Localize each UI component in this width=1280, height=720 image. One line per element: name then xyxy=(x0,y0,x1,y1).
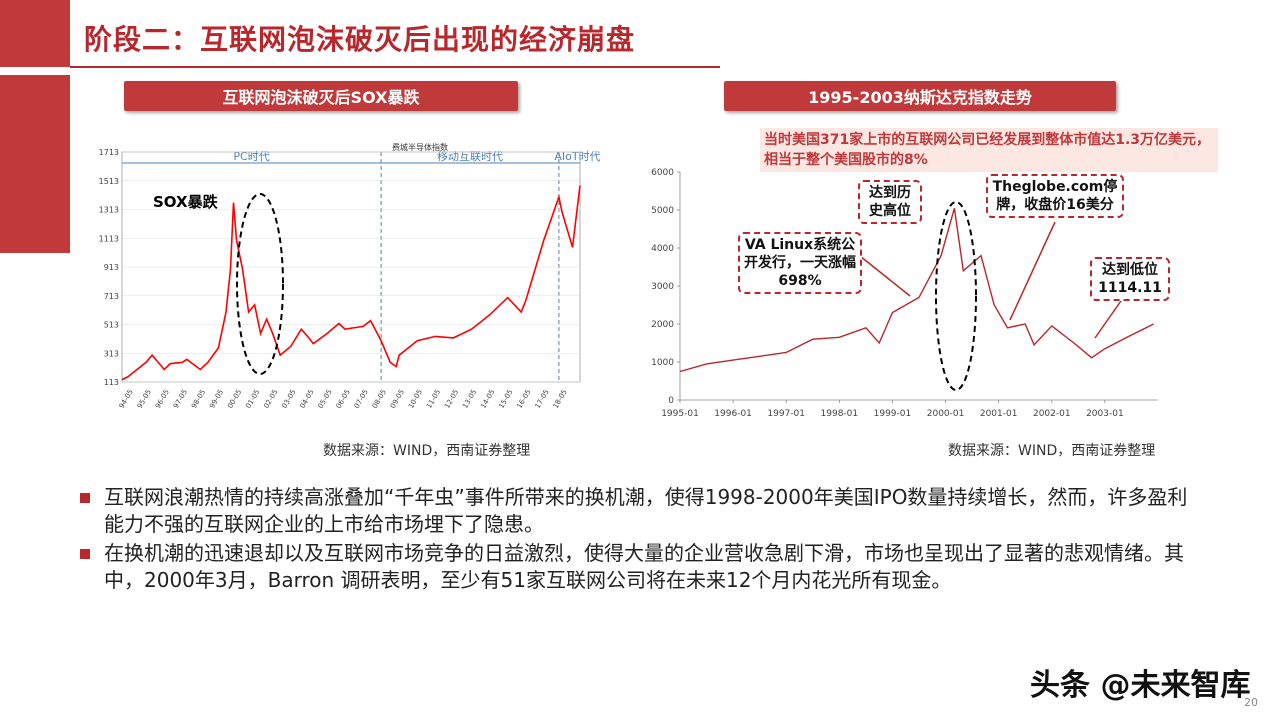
x-tick-label: 06-05 xyxy=(335,388,352,410)
x-tick-label: 16-05 xyxy=(515,388,532,410)
nasdaq-chart: 6000 5000 4000 3000 2000 1000 0 1995-01 1996-01… xyxy=(651,168,1158,419)
accent-bar-side xyxy=(0,75,70,253)
right-gridlines xyxy=(677,171,1158,403)
bullet-text: 在换机潮的迅速退却以及互联网市场竞争的日益激烈，使得大量的企业营收急剧下滑，市场… xyxy=(104,541,1184,592)
sox-chart: 费城半导体指数 PC时代 移动互联时代 AIoT时代 1713 1513 1313 111… xyxy=(99,142,601,410)
right-chart-source: 数据来源：WIND，西南证券整理 xyxy=(948,443,1156,459)
sox-crash-label: SOX暴跌 xyxy=(153,193,219,211)
theglobe-pointer xyxy=(1009,221,1056,321)
x-tick-label: 18-05 xyxy=(552,388,569,410)
y-tick-label: 1313 xyxy=(99,206,119,215)
x-tick-label: 1997-01 xyxy=(767,409,805,419)
va-linux-pointer xyxy=(859,255,911,297)
bullet-text: 互联网浪潮热情的持续高涨叠加“千年虫”事件所带来的换机潮，使得1998-2000… xyxy=(104,485,1188,536)
x-tick-label: 94-05 xyxy=(118,388,135,410)
y-tick-label: 1113 xyxy=(99,234,119,243)
y-tick-label: 1000 xyxy=(651,358,674,368)
theglobe-annotation: Theglobe.com停牌，收盘价16美分 xyxy=(986,174,1124,218)
y-tick-label: 5000 xyxy=(651,206,674,216)
y-tick-label: 713 xyxy=(104,292,119,301)
peak-highlight-ellipse xyxy=(935,201,977,391)
market-cap-note: 当时美国371家上市的互联网公司已经发展到整体市值达1.3万亿美元，相当于整个美… xyxy=(760,128,1218,172)
sox-series-line xyxy=(121,185,581,381)
x-tick-label: 07-05 xyxy=(353,388,370,410)
right-y-ticks: 6000 5000 4000 3000 2000 1000 0 xyxy=(651,168,674,406)
y-tick-label: 4000 xyxy=(651,244,674,254)
page-title: 阶段二：互联网泡沫破灭后出现的经济崩盘 xyxy=(84,23,636,56)
x-tick-label: 98-05 xyxy=(190,388,207,410)
y-tick-label: 1713 xyxy=(99,148,119,157)
y-tick-label: 0 xyxy=(668,396,674,406)
x-tick-label: 1995-01 xyxy=(661,409,699,419)
y-tick-label: 1513 xyxy=(99,177,119,186)
y-tick-label: 3000 xyxy=(651,282,674,292)
sox-chart-title: 费城半导体指数 xyxy=(392,142,448,152)
x-tick-label: 97-05 xyxy=(172,388,189,410)
page-number: 20 xyxy=(1244,696,1258,709)
x-tick-label: 15-05 xyxy=(497,388,514,410)
x-tick-label: 00-05 xyxy=(226,388,243,410)
y-tick-label: 113 xyxy=(104,378,119,387)
era-label: AIoT时代 xyxy=(554,150,600,163)
y-tick-label: 2000 xyxy=(651,320,674,330)
y-tick-label: 513 xyxy=(104,321,119,330)
x-tick-label: 1998-01 xyxy=(821,409,859,419)
era-label: PC时代 xyxy=(233,150,269,163)
x-tick-label: 05-05 xyxy=(317,388,334,410)
left-gridlines xyxy=(121,151,581,383)
title-rule xyxy=(70,66,720,68)
x-tick-label: 09-05 xyxy=(389,388,406,410)
x-tick-label: 96-05 xyxy=(154,388,171,410)
era-bar: PC时代 移动互联时代 AIoT时代 xyxy=(122,150,601,382)
y-tick-label: 313 xyxy=(104,349,119,358)
bullet-item: 在换机潮的迅速退却以及互联网市场竞争的日益激烈，使得大量的企业营收急剧下滑，市场… xyxy=(78,540,1188,594)
square-bullet-icon xyxy=(80,549,90,559)
y-tick-label: 6000 xyxy=(651,168,674,178)
x-tick-label: 12-05 xyxy=(443,388,460,410)
left-chart-header: 互联网泡沫破灭后SOX暴跌 xyxy=(124,81,518,111)
x-tick-label: 02-05 xyxy=(262,388,279,410)
right-x-ticks: 1995-01 1996-01 1997-01 1998-01 1999-01 2000-… xyxy=(661,409,1123,419)
x-tick-label: 11-05 xyxy=(425,388,442,410)
x-tick-label: 2003-01 xyxy=(1086,409,1124,419)
nasdaq-series-line xyxy=(679,208,1154,373)
x-tick-label: 03-05 xyxy=(280,388,297,410)
x-tick-label: 13-05 xyxy=(461,388,478,410)
left-y-ticks: 1713 1513 1313 1113 913 713 513 313 113 xyxy=(99,148,119,387)
left-chart-source: 数据来源：WIND，西南证券整理 xyxy=(323,443,531,459)
crash-highlight-ellipse xyxy=(236,193,284,375)
x-tick-label: 17-05 xyxy=(534,388,551,410)
x-tick-label: 99-05 xyxy=(208,388,225,410)
era-label: 移动互联时代 xyxy=(437,150,503,163)
bullet-item: 互联网浪潮热情的持续高涨叠加“千年虫”事件所带来的换机潮，使得1998-2000… xyxy=(78,484,1188,538)
peak-annotation: 达到历史高位 xyxy=(858,180,922,224)
low-annotation: 达到低位1114.11 xyxy=(1090,257,1170,301)
va-linux-annotation: VA Linux系统公开发行，一天涨幅698% xyxy=(738,232,862,294)
square-bullet-icon xyxy=(80,493,90,503)
watermark: 头条 @未来智库 xyxy=(1030,668,1251,703)
low-pointer xyxy=(1094,297,1124,339)
left-x-ticks: 94-05 95-05 96-05 97-05 98-05 99-05 00-05 01-05… xyxy=(118,388,569,410)
x-tick-label: 2000-01 xyxy=(927,409,965,419)
accent-bar-top xyxy=(0,0,70,67)
y-tick-label: 913 xyxy=(104,263,119,272)
right-chart-header: 1995-2003纳斯达克指数走势 xyxy=(724,81,1116,111)
x-tick-label: 08-05 xyxy=(371,388,388,410)
x-tick-label: 2002-01 xyxy=(1033,409,1071,419)
x-tick-label: 04-05 xyxy=(299,388,316,410)
x-tick-label: 01-05 xyxy=(244,388,261,410)
x-tick-label: 14-05 xyxy=(479,388,496,410)
x-tick-label: 1996-01 xyxy=(714,409,752,419)
x-tick-label: 10-05 xyxy=(407,388,424,410)
x-tick-label: 95-05 xyxy=(136,388,153,410)
bullet-list: 互联网浪潮热情的持续高涨叠加“千年虫”事件所带来的换机潮，使得1998-2000… xyxy=(78,484,1188,596)
x-tick-label: 2001-01 xyxy=(980,409,1018,419)
x-tick-label: 1999-01 xyxy=(874,409,912,419)
